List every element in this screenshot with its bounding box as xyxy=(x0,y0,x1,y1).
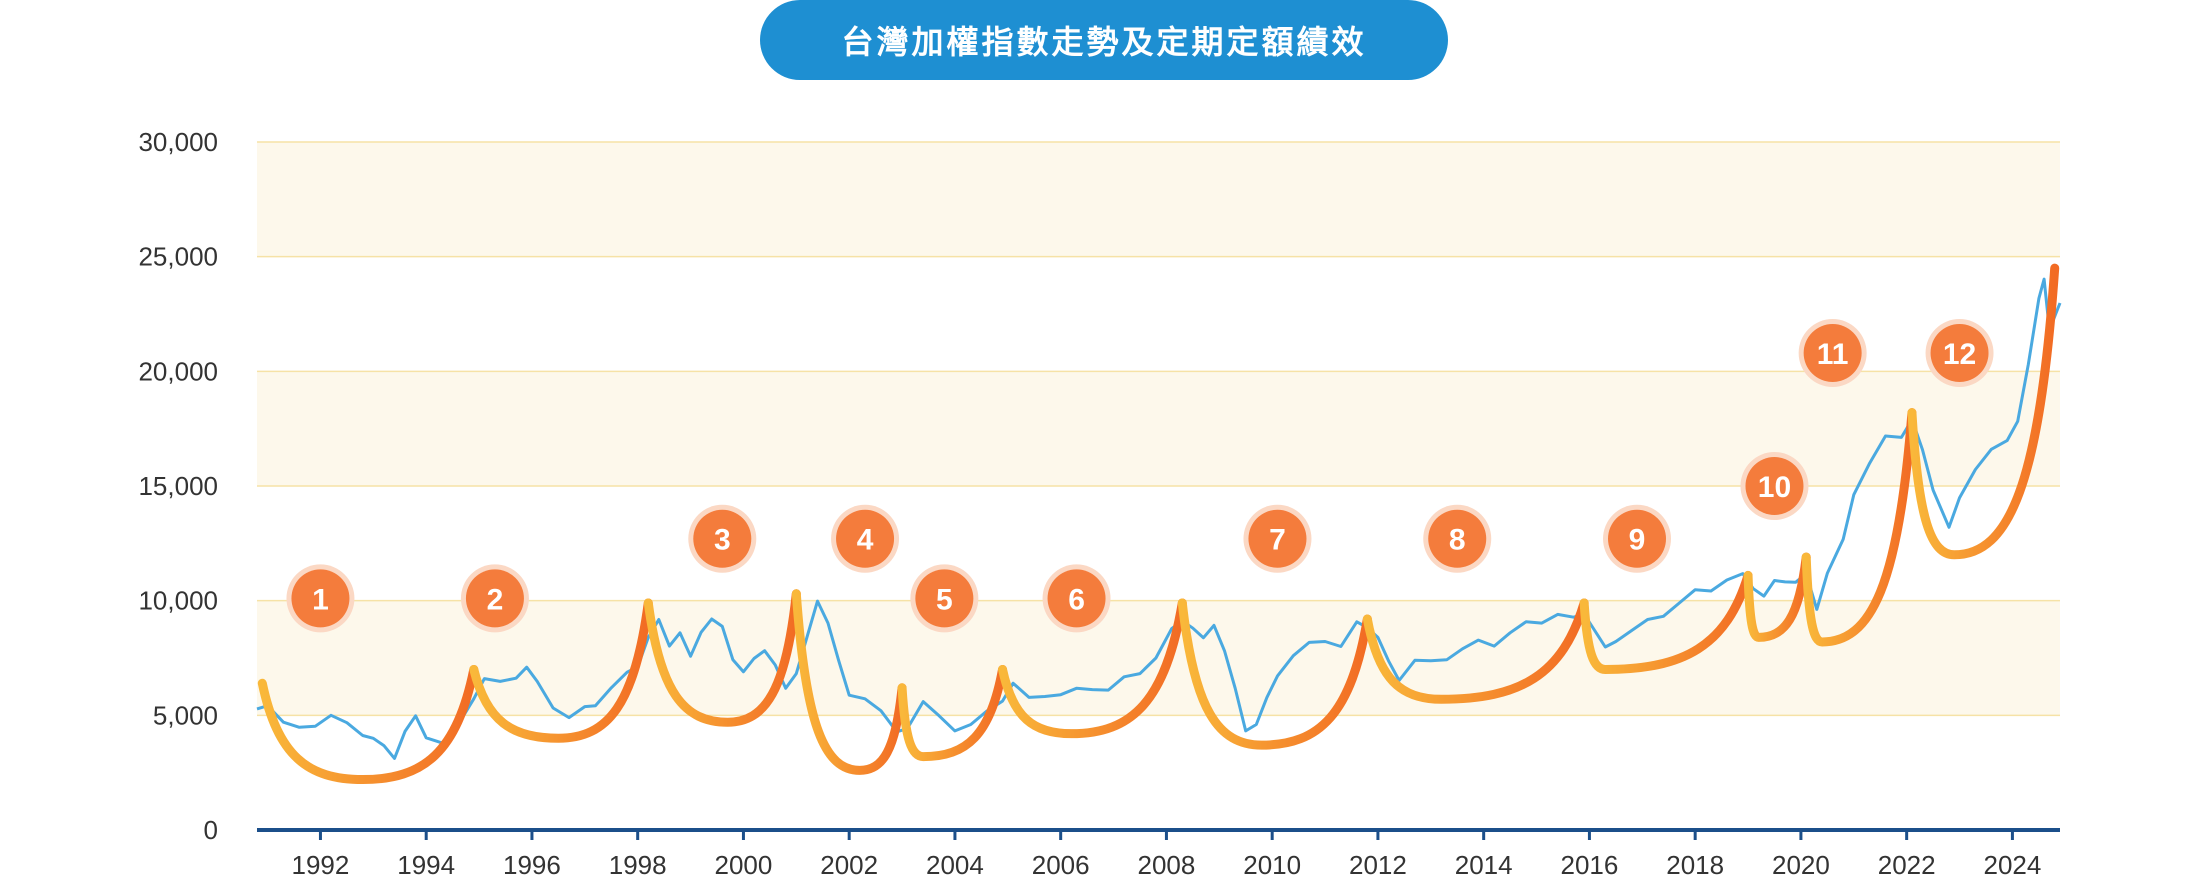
badge-label: 6 xyxy=(1068,583,1085,616)
background-band xyxy=(257,256,2060,372)
x-tick-label: 2008 xyxy=(1138,850,1196,880)
x-tick-label: 2016 xyxy=(1561,850,1619,880)
x-tick-label: 2002 xyxy=(820,850,878,880)
badge-3 xyxy=(693,509,752,568)
badge-label: 11 xyxy=(1817,338,1849,371)
investment-arc-3 xyxy=(643,589,801,727)
background-bands xyxy=(257,142,2060,830)
badge-label: 10 xyxy=(1758,471,1791,504)
x-tick-label: 2024 xyxy=(1983,850,2041,880)
y-tick-label: 20,000 xyxy=(138,356,218,386)
badge-7 xyxy=(1248,509,1307,568)
badge-5 xyxy=(915,569,974,628)
badge-label: 3 xyxy=(714,524,731,557)
y-axis-labels: 0 5,000 10,000 15,000 20,000 25,000 30,000 xyxy=(138,127,218,845)
investment-arc-6 xyxy=(998,598,1187,739)
investment-arcs xyxy=(257,263,2060,785)
badge-label: 7 xyxy=(1269,524,1286,557)
badge-6 xyxy=(1047,569,1106,628)
y-tick-label: 25,000 xyxy=(138,242,218,272)
badge-8 xyxy=(1428,509,1487,568)
y-tick-label: 30,000 xyxy=(138,127,218,157)
x-tick-label: 2000 xyxy=(715,850,773,880)
investment-arc-11 xyxy=(1801,408,1917,647)
badge-label: 12 xyxy=(1943,338,1976,371)
badge-label: 9 xyxy=(1629,524,1646,557)
badge-label: 8 xyxy=(1449,524,1466,557)
badge-label: 5 xyxy=(936,583,953,616)
investment-arc-8 xyxy=(1362,598,1589,704)
badge-12 xyxy=(1930,323,1989,382)
badge-label: 2 xyxy=(487,583,504,616)
x-tick-label: 2020 xyxy=(1772,850,1830,880)
x-tick-label: 2004 xyxy=(926,850,984,880)
badge-9 xyxy=(1608,509,1667,568)
investment-arc-4 xyxy=(791,589,907,775)
x-tick-label: 2022 xyxy=(1878,850,1936,880)
x-tick-label: 2006 xyxy=(1032,850,1090,880)
investment-arc-9 xyxy=(1579,570,1753,674)
x-tick-label: 1998 xyxy=(609,850,667,880)
badge-2 xyxy=(465,569,524,628)
badge-11 xyxy=(1803,323,1862,382)
badge-10 xyxy=(1745,457,1804,515)
index-line xyxy=(256,277,2062,760)
x-tick-label: 1992 xyxy=(292,850,350,880)
chart-title-pill: 台灣加權指數走勢及定期定額績效 xyxy=(760,0,1448,80)
y-tick-label: 10,000 xyxy=(138,586,218,616)
y-tick-label: 5,000 xyxy=(153,700,218,730)
investment-arc-12 xyxy=(1907,263,2060,560)
x-tick-label: 1994 xyxy=(397,850,455,880)
background-band xyxy=(257,142,2060,257)
badge-label: 1 xyxy=(312,583,329,616)
badge-label: 4 xyxy=(857,524,874,557)
investment-arc-2 xyxy=(469,598,653,743)
badge-4 xyxy=(836,509,895,568)
investment-arc-10 xyxy=(1743,552,1811,642)
x-tick-label: 1996 xyxy=(503,850,561,880)
x-tick-label: 2010 xyxy=(1243,850,1301,880)
x-tick-label: 2018 xyxy=(1666,850,1724,880)
badge-1 xyxy=(291,569,350,628)
x-tick-label: 2012 xyxy=(1349,850,1407,880)
investment-arc-5 xyxy=(897,664,1008,762)
index-line-group xyxy=(256,277,2062,760)
investment-arc-7 xyxy=(1177,598,1372,750)
x-axis: 1992 1994 1996 1998 2000 2002 2004 2006 2008 2010… xyxy=(257,828,2060,880)
chart-title: 台灣加權指數走勢及定期定額績效 xyxy=(841,23,1367,61)
background-band xyxy=(257,600,2060,716)
y-tick-label: 15,000 xyxy=(138,471,218,501)
x-tick-label: 2014 xyxy=(1455,850,1513,880)
investment-arc-1 xyxy=(257,664,479,785)
y-tick-label: 0 xyxy=(204,815,218,845)
